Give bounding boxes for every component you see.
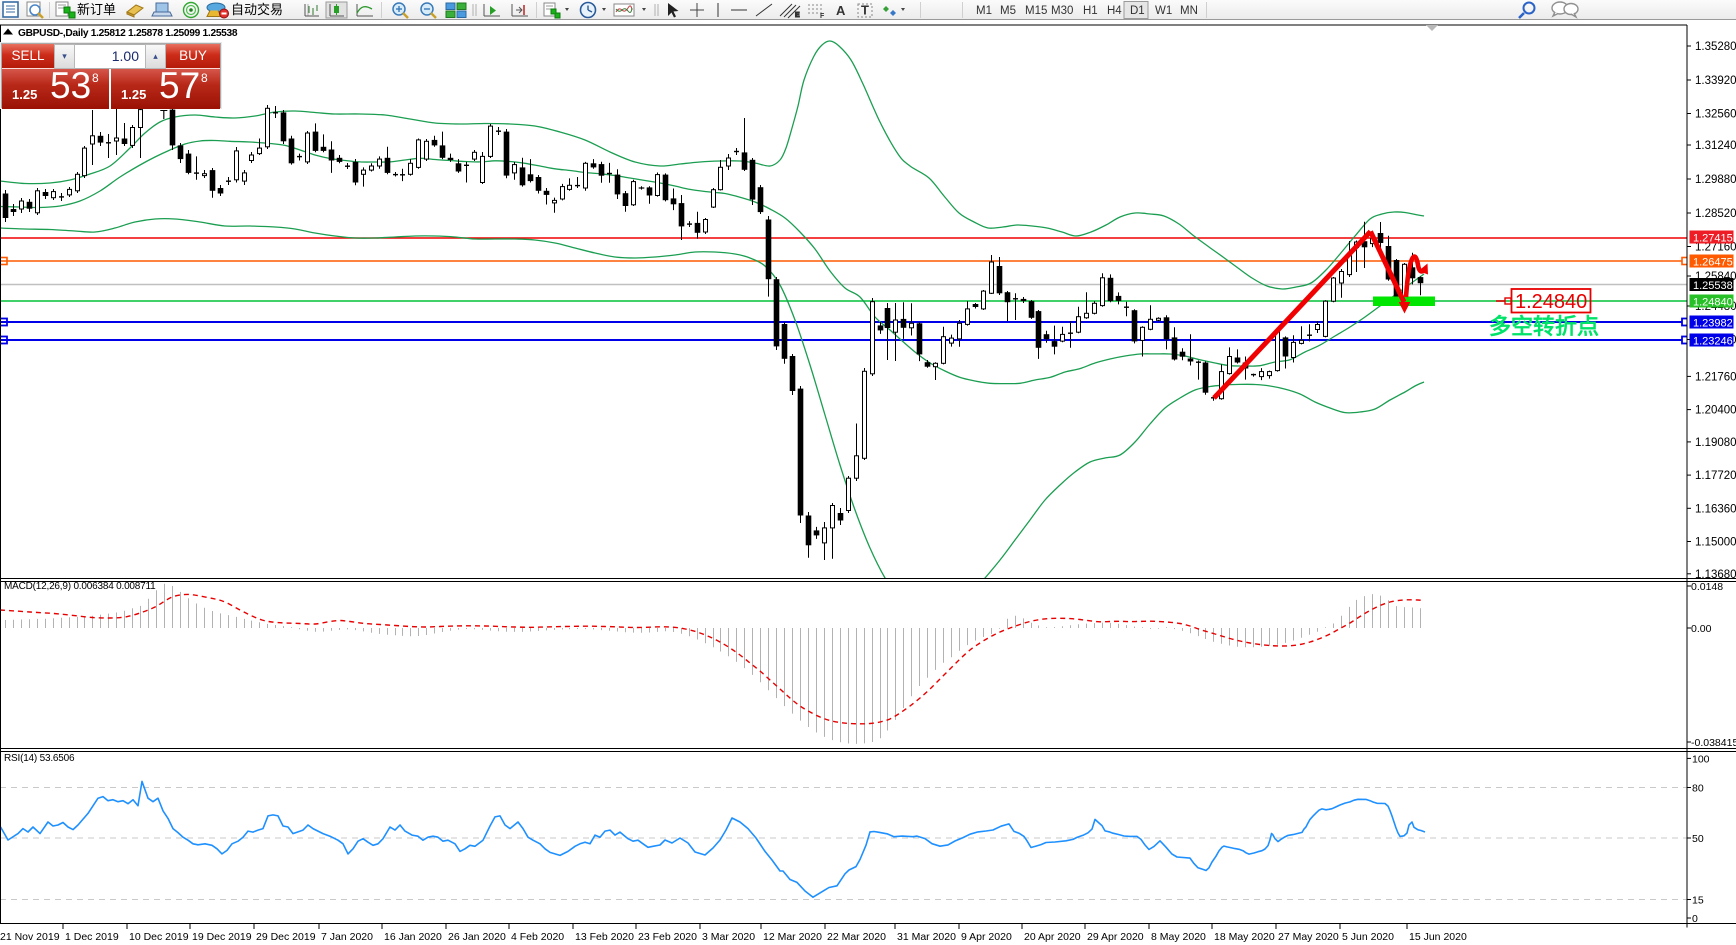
svg-text:0: 0 — [1692, 913, 1698, 925]
svg-text:F: F — [820, 13, 825, 20]
svg-text:3 Mar 2020: 3 Mar 2020 — [702, 931, 755, 943]
svg-text:0.00: 0.00 — [1691, 623, 1712, 635]
svg-text:1.23246: 1.23246 — [1693, 336, 1733, 348]
svg-text:26 Jan 2020: 26 Jan 2020 — [448, 931, 506, 943]
svg-text:1.28520: 1.28520 — [1695, 208, 1736, 220]
svg-text:RSI(14) 53.6506: RSI(14) 53.6506 — [4, 753, 75, 764]
svg-text:1.17720: 1.17720 — [1695, 470, 1736, 482]
svg-text:29 Apr 2020: 29 Apr 2020 — [1087, 931, 1144, 943]
svg-text:23 Feb 2020: 23 Feb 2020 — [638, 931, 697, 943]
svg-text:T: T — [160, 108, 168, 122]
svg-text:MN: MN — [1180, 5, 1198, 17]
svg-text:31 Mar 2020: 31 Mar 2020 — [897, 931, 956, 943]
svg-text:M30: M30 — [1051, 5, 1073, 17]
svg-text:M5: M5 — [1000, 5, 1016, 17]
svg-text:80: 80 — [1692, 783, 1704, 795]
svg-text:1.27415: 1.27415 — [1693, 233, 1733, 245]
svg-text:15 Jun 2020: 15 Jun 2020 — [1409, 931, 1467, 943]
svg-text:29 Dec 2019: 29 Dec 2019 — [256, 931, 316, 943]
svg-text:M15: M15 — [1025, 5, 1047, 17]
svg-text:1.31240: 1.31240 — [1695, 140, 1736, 152]
svg-text:1.24840: 1.24840 — [1515, 291, 1587, 313]
svg-text:18 May 2020: 18 May 2020 — [1214, 931, 1275, 943]
svg-text:1 Dec 2019: 1 Dec 2019 — [65, 931, 119, 943]
svg-text:M1: M1 — [976, 5, 992, 17]
svg-text:1.33920: 1.33920 — [1695, 75, 1736, 87]
svg-text:1.21760: 1.21760 — [1695, 371, 1736, 383]
svg-text:多空转折点: 多空转折点 — [1489, 314, 1599, 339]
svg-text:1.13680: 1.13680 — [1695, 569, 1736, 581]
svg-text:GBPUSD-,Daily 1.25812 1.25878: GBPUSD-,Daily 1.25812 1.25878 1.25099 1.… — [18, 28, 238, 39]
svg-text:1.15000: 1.15000 — [1695, 537, 1736, 549]
svg-text:1.35280: 1.35280 — [1695, 41, 1736, 53]
svg-text:9 Apr 2020: 9 Apr 2020 — [961, 931, 1012, 943]
svg-text:1.16360: 1.16360 — [1695, 503, 1736, 515]
svg-text:1.20400: 1.20400 — [1695, 405, 1736, 417]
svg-text:0.0148: 0.0148 — [1691, 581, 1723, 593]
svg-text:50: 50 — [1692, 833, 1704, 845]
svg-text:13 Feb 2020: 13 Feb 2020 — [575, 931, 634, 943]
svg-text:5 Jun 2020: 5 Jun 2020 — [1342, 931, 1394, 943]
svg-text:H4: H4 — [1107, 5, 1122, 17]
svg-text:W1: W1 — [1155, 5, 1172, 17]
svg-text:1.32560: 1.32560 — [1695, 109, 1736, 121]
svg-text:8 May 2020: 8 May 2020 — [1151, 931, 1206, 943]
svg-text:1.23982: 1.23982 — [1693, 318, 1733, 330]
svg-text:1.25538: 1.25538 — [1693, 280, 1733, 292]
svg-text:E: E — [795, 12, 800, 19]
svg-text:1.19080: 1.19080 — [1695, 437, 1736, 449]
svg-text:100: 100 — [1692, 753, 1710, 765]
svg-text:16 Jan 2020: 16 Jan 2020 — [384, 931, 442, 943]
svg-text:1.27160: 1.27160 — [1695, 242, 1736, 254]
svg-text:A: A — [836, 3, 846, 18]
svg-text:12 Mar 2020: 12 Mar 2020 — [763, 931, 822, 943]
svg-text:7 Jan 2020: 7 Jan 2020 — [321, 931, 373, 943]
svg-text:20 Apr 2020: 20 Apr 2020 — [1024, 931, 1081, 943]
svg-text:1.24840: 1.24840 — [1693, 297, 1733, 309]
svg-text:MACD(12,26,9) 0.006384 0.00871: MACD(12,26,9) 0.006384 0.008711 — [4, 581, 156, 592]
svg-text:H1: H1 — [1083, 5, 1098, 17]
svg-text:新订单: 新订单 — [77, 2, 116, 17]
svg-text:D1: D1 — [1130, 5, 1145, 17]
svg-text:27 May 2020: 27 May 2020 — [1278, 931, 1339, 943]
svg-text:19 Dec 2019: 19 Dec 2019 — [192, 931, 252, 943]
svg-text:15: 15 — [1692, 895, 1704, 907]
svg-text:22 Mar 2020: 22 Mar 2020 — [827, 931, 886, 943]
svg-text:4 Feb 2020: 4 Feb 2020 — [511, 931, 564, 943]
svg-text:-0.038415: -0.038415 — [1691, 737, 1736, 749]
svg-text:T: T — [861, 3, 869, 18]
svg-text:1.26475: 1.26475 — [1693, 257, 1733, 269]
svg-text:自动交易: 自动交易 — [231, 2, 283, 17]
svg-text:21 Nov 2019: 21 Nov 2019 — [0, 931, 60, 943]
svg-text:1.29880: 1.29880 — [1695, 174, 1736, 186]
svg-text:10 Dec 2019: 10 Dec 2019 — [129, 931, 189, 943]
